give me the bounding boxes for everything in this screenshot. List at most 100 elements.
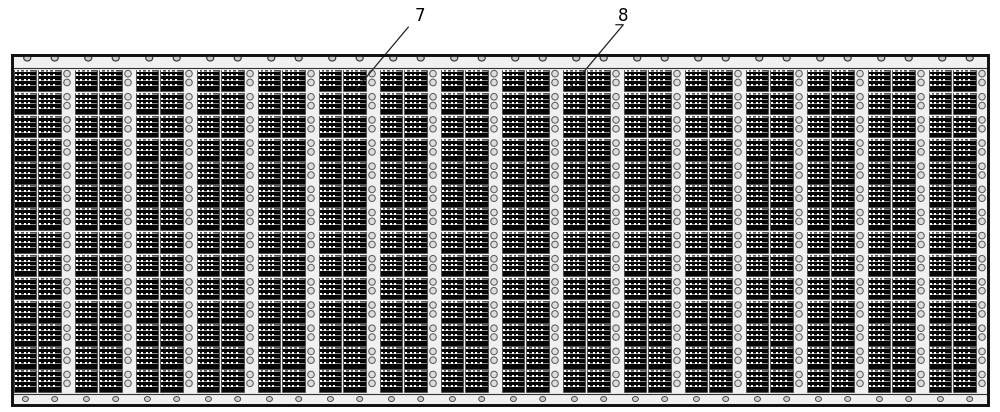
Bar (207, 93, 209, 95)
Bar (593, 385, 595, 387)
Bar (527, 208, 529, 211)
Bar (207, 223, 209, 225)
Bar (39, 218, 41, 220)
Bar (638, 185, 640, 187)
Bar (105, 154, 107, 156)
Bar (943, 306, 945, 308)
Bar (821, 93, 823, 95)
Bar (136, 385, 138, 387)
Bar (471, 108, 473, 109)
Bar (846, 316, 848, 318)
Bar (602, 177, 604, 179)
Bar (512, 265, 514, 267)
Bar (385, 149, 387, 151)
Bar (175, 352, 177, 354)
Bar (175, 167, 177, 169)
Bar (349, 98, 351, 100)
Bar (699, 357, 701, 359)
Bar (959, 223, 961, 225)
Bar (573, 103, 575, 105)
Bar (954, 126, 956, 128)
Bar (268, 334, 270, 336)
Bar (442, 167, 444, 169)
Bar (841, 352, 843, 354)
Bar (751, 352, 753, 354)
Bar (629, 172, 631, 174)
Bar (507, 208, 509, 211)
Bar (649, 167, 651, 169)
Bar (136, 347, 158, 369)
Bar (380, 139, 382, 141)
Bar (100, 75, 102, 76)
Bar (602, 283, 604, 285)
Bar (39, 306, 41, 308)
Bar (695, 103, 697, 105)
Bar (344, 162, 346, 164)
Bar (19, 241, 21, 243)
Bar (868, 324, 870, 326)
Bar (841, 246, 843, 248)
Bar (780, 246, 782, 248)
Bar (873, 301, 875, 303)
Bar (414, 103, 416, 105)
Bar (380, 357, 382, 359)
Bar (283, 177, 285, 179)
Ellipse shape (369, 357, 375, 363)
Bar (44, 223, 46, 225)
Bar (831, 324, 854, 346)
Bar (638, 190, 640, 192)
Bar (455, 241, 457, 243)
Bar (227, 131, 229, 133)
Bar (808, 103, 810, 105)
Bar (268, 154, 270, 156)
Bar (629, 218, 631, 220)
Ellipse shape (186, 241, 192, 248)
Bar (934, 370, 936, 372)
Bar (663, 131, 665, 133)
Ellipse shape (430, 186, 436, 193)
Bar (48, 121, 50, 123)
Bar (344, 75, 346, 76)
Bar (602, 260, 604, 262)
Bar (902, 306, 904, 308)
Bar (166, 172, 168, 174)
Bar (907, 167, 909, 169)
Bar (344, 385, 346, 387)
Bar (28, 380, 30, 382)
Bar (385, 177, 387, 179)
Bar (564, 241, 566, 243)
Bar (968, 311, 970, 313)
Bar (141, 213, 143, 215)
Bar (930, 316, 932, 318)
Bar (320, 177, 322, 179)
Bar (902, 172, 904, 174)
Bar (638, 375, 640, 377)
Bar (817, 260, 819, 262)
Bar (710, 103, 712, 105)
Bar (114, 232, 116, 234)
Bar (939, 380, 941, 382)
Bar (690, 232, 692, 234)
Bar (902, 236, 904, 239)
Bar (455, 288, 457, 290)
Bar (446, 246, 448, 248)
Bar (109, 70, 111, 72)
Bar (868, 116, 890, 138)
Bar (380, 195, 382, 197)
Bar (329, 200, 331, 202)
Bar (573, 311, 575, 313)
Bar (593, 357, 595, 359)
Bar (893, 116, 895, 118)
Bar (344, 195, 346, 197)
Bar (146, 200, 148, 202)
Bar (207, 246, 209, 248)
Bar (760, 293, 762, 295)
Bar (771, 121, 773, 123)
Bar (263, 200, 265, 202)
Bar (333, 232, 335, 234)
Bar (892, 93, 915, 114)
Ellipse shape (613, 371, 619, 378)
Bar (76, 339, 78, 341)
Bar (292, 126, 294, 128)
Bar (419, 269, 421, 272)
